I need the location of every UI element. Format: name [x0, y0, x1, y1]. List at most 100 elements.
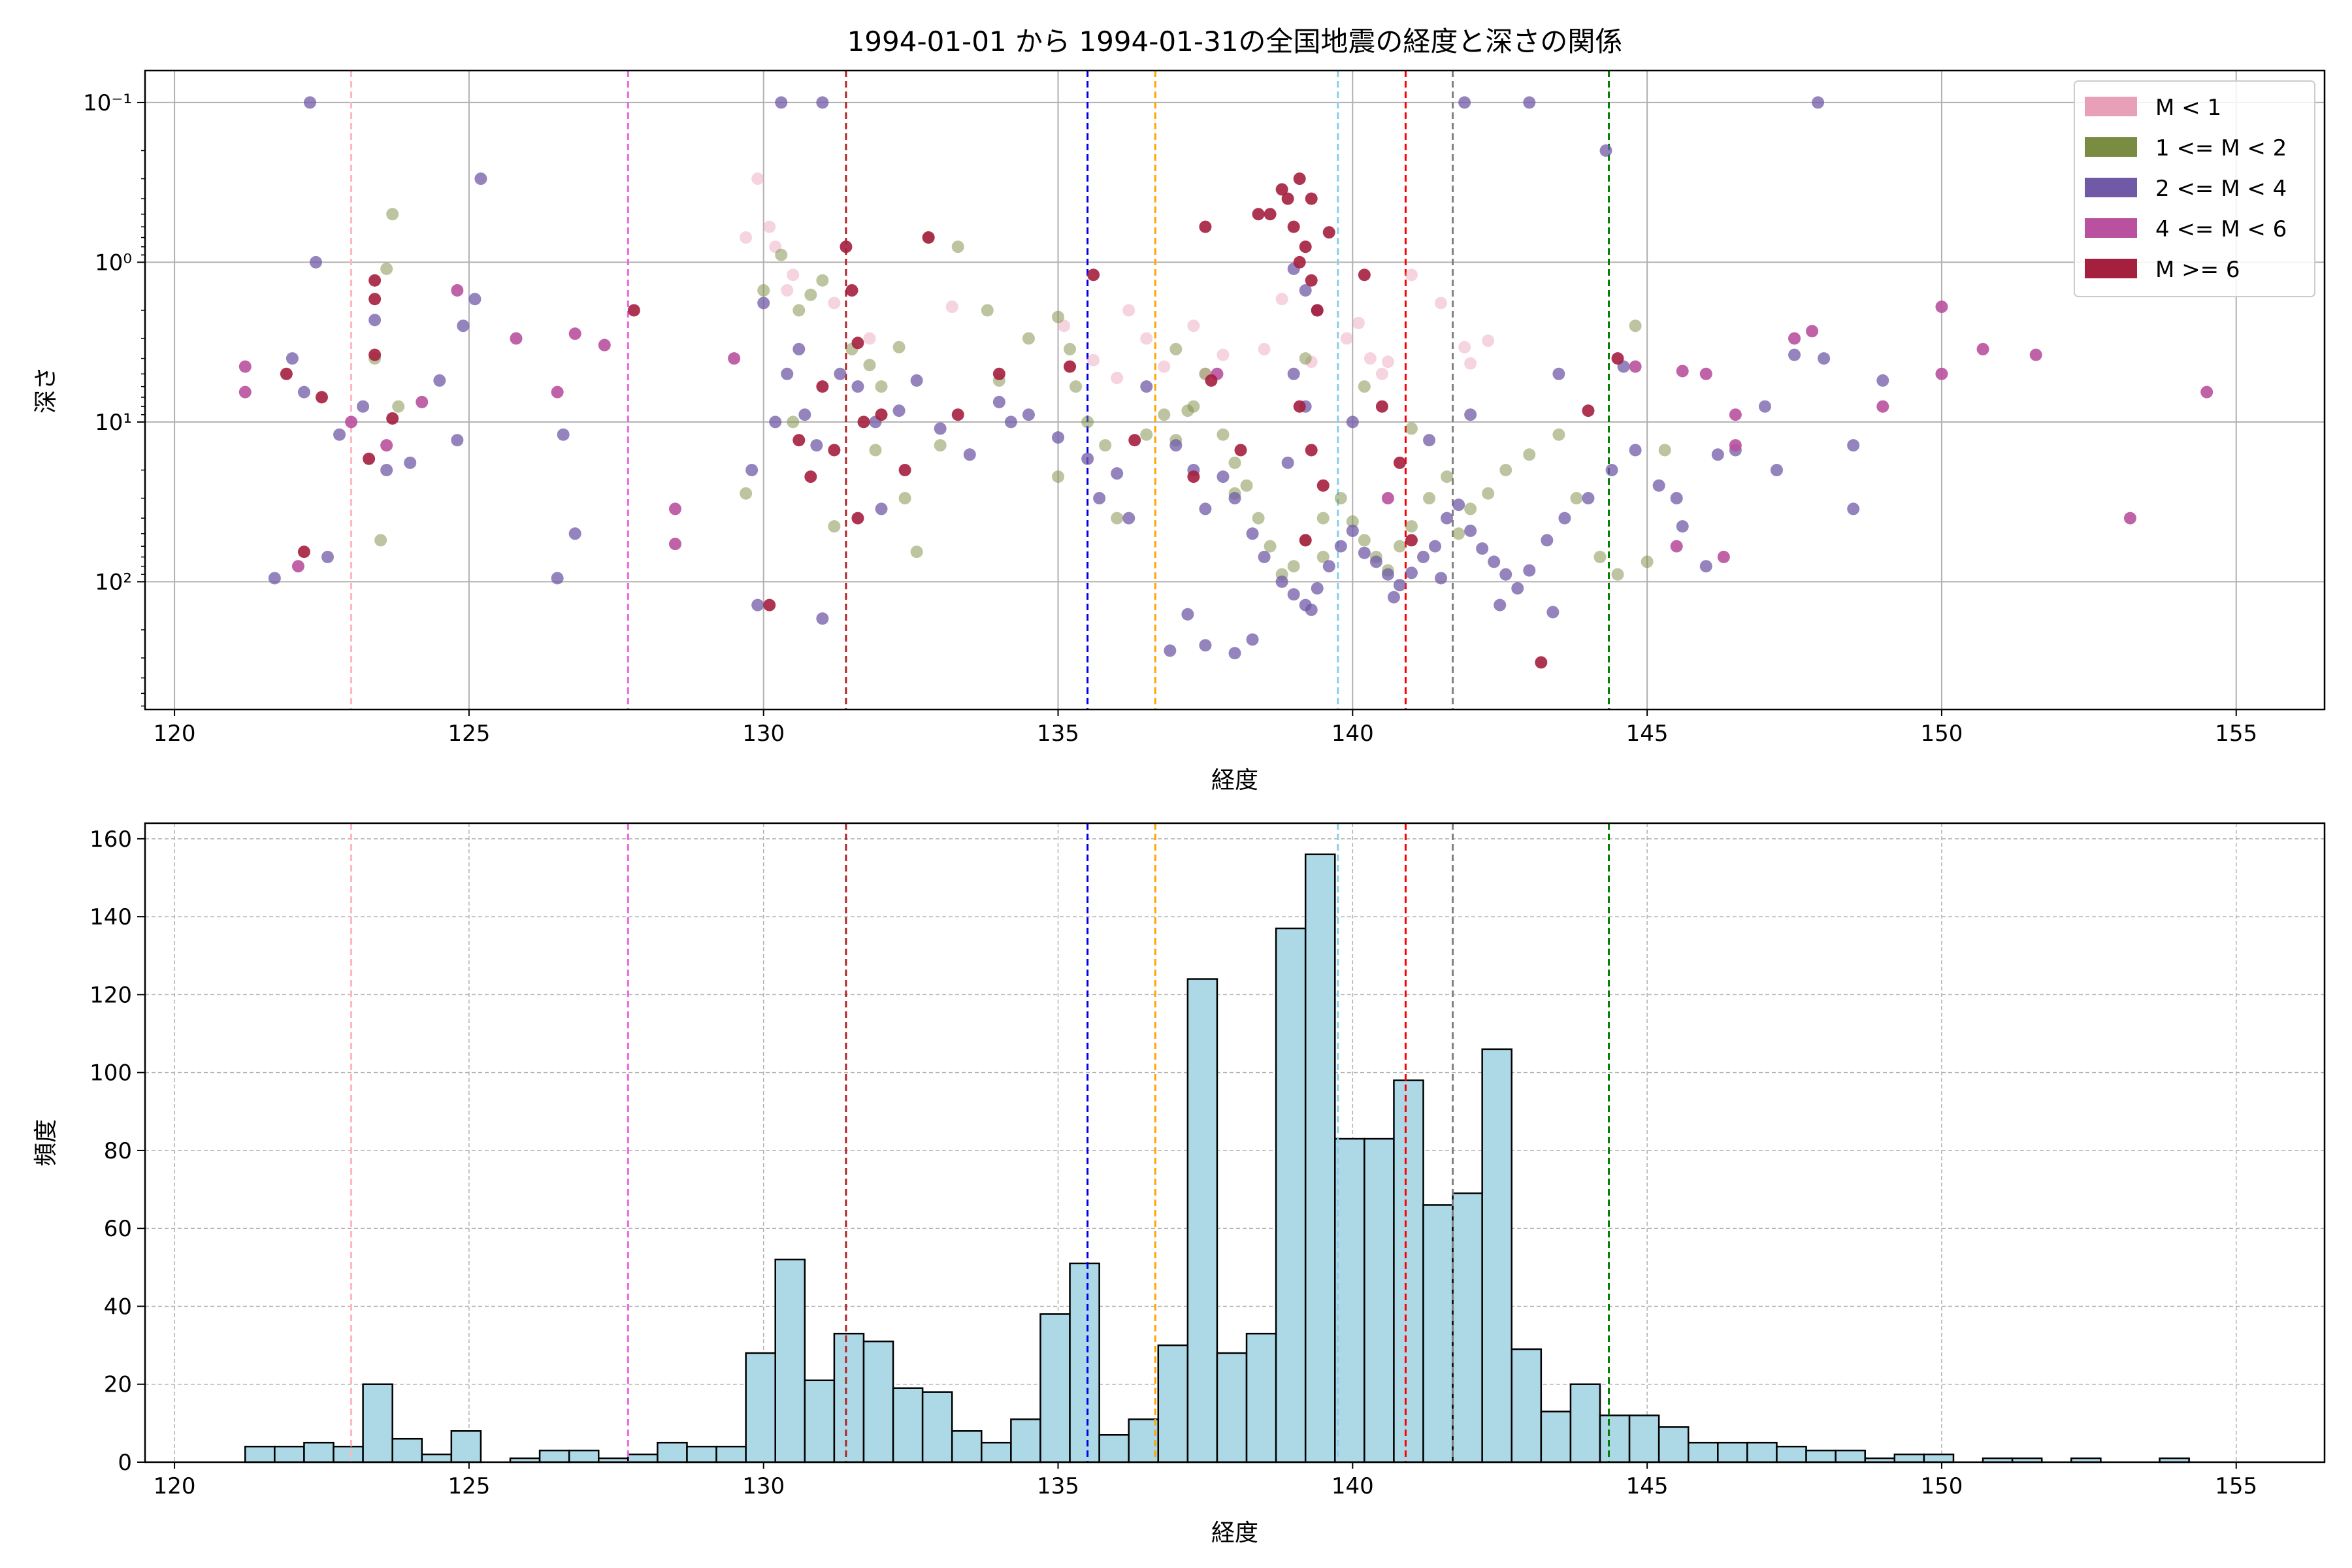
scatter-point — [892, 340, 906, 353]
scatter-point — [751, 598, 764, 612]
scatter-point — [875, 380, 888, 393]
scatter-point — [368, 293, 382, 306]
scatter-point — [1570, 492, 1583, 505]
histogram-bar — [1923, 1453, 1955, 1463]
scatter-point — [1582, 404, 1595, 417]
histogram-bar — [981, 1441, 1012, 1463]
scatter-point — [1064, 360, 1077, 373]
histogram-x-tick-label: 140 — [1331, 1473, 1374, 1499]
scatter-point — [1111, 467, 1124, 480]
scatter-point — [668, 538, 681, 551]
scatter-point — [851, 380, 864, 393]
scatter-point — [816, 96, 829, 109]
scatter-point — [898, 464, 911, 477]
scatter-point — [1369, 555, 1382, 568]
scatter-grid — [145, 71, 2325, 710]
scatter-point — [1729, 439, 1742, 452]
scatter-x-tick-label: 120 — [154, 721, 196, 747]
scatter-point — [1405, 520, 1418, 533]
scatter-point — [1582, 492, 1595, 505]
scatter-point — [1022, 332, 1035, 345]
scatter-point — [1322, 560, 1335, 573]
scatter-point — [1228, 647, 1241, 660]
scatter-point — [792, 304, 806, 317]
scatter-point — [1423, 434, 1436, 447]
histogram-bar — [1186, 978, 1218, 1463]
histogram-x-tick-label: 150 — [1920, 1473, 1963, 1499]
scatter-x-tick-label: 135 — [1037, 721, 1079, 747]
scatter-point — [1316, 479, 1330, 492]
scatter-point — [1358, 534, 1371, 547]
scatter-point — [1599, 144, 1612, 157]
scatter-point — [404, 456, 417, 469]
scatter-point — [1022, 408, 1035, 421]
scatter-point — [374, 534, 387, 547]
scatter-point — [1482, 335, 1495, 348]
scatter-point — [816, 274, 829, 287]
scatter-point — [775, 248, 788, 261]
scatter-point — [268, 572, 281, 585]
scatter-point — [1052, 431, 1065, 444]
scatter-point — [1558, 512, 1571, 525]
scatter-point — [1593, 551, 1607, 564]
scatter-point — [1611, 568, 1624, 581]
scatter-point — [1364, 352, 1377, 365]
legend-label: M >= 6 — [2155, 257, 2240, 283]
scatter-point — [238, 360, 252, 373]
scatter-point — [474, 172, 487, 186]
scatter-point — [1464, 357, 1477, 370]
histogram-bar — [1511, 1348, 1543, 1463]
scatter-point — [1375, 367, 1388, 380]
scatter-point — [1429, 540, 1442, 553]
scatter-point — [1458, 96, 1471, 109]
histogram-bar — [1599, 1414, 1631, 1463]
histogram-bar — [1275, 927, 1307, 1463]
scatter-point — [781, 367, 794, 380]
legend-label: M < 1 — [2155, 95, 2221, 121]
histogram-bar — [1039, 1313, 1071, 1463]
scatter-point — [945, 301, 958, 314]
scatter-point — [1346, 515, 1359, 528]
scatter-point — [1128, 434, 1141, 447]
scatter-point — [315, 391, 328, 404]
scatter-point — [840, 240, 853, 253]
scatter-point — [1358, 380, 1371, 393]
histogram-bar — [1098, 1434, 1130, 1463]
scatter-x-tick-label: 145 — [1626, 721, 1669, 747]
histogram-bar — [1157, 1344, 1189, 1463]
histogram-grid — [145, 823, 2325, 1463]
scatter-point — [1641, 555, 1654, 568]
scatter-point — [1275, 575, 1288, 588]
histogram-y-tick-label: 0 — [118, 1450, 132, 1476]
histogram-bar — [1304, 853, 1336, 1463]
scatter-point — [238, 385, 252, 399]
scatter-y-tick-label: 10⁻¹ — [83, 90, 132, 116]
scatter-point — [910, 374, 923, 387]
scatter-point — [1093, 492, 1106, 505]
scatter-point — [286, 352, 299, 365]
scatter-point — [1423, 492, 1436, 505]
scatter-point — [2029, 348, 2042, 361]
histogram-y-tick-label: 60 — [104, 1216, 132, 1242]
scatter-point — [1293, 172, 1306, 186]
scatter-point — [1052, 310, 1065, 323]
scatter-point — [992, 395, 1005, 408]
scatter-point — [280, 367, 293, 380]
legend-swatch — [2085, 97, 2137, 116]
histogram-bar — [1245, 1332, 1277, 1463]
scatter-point — [1458, 340, 1471, 353]
histogram-bar — [657, 1441, 688, 1463]
scatter-point — [1187, 470, 1200, 483]
scatter-point — [510, 332, 523, 345]
scatter-point — [1452, 498, 1465, 512]
scatter-point — [1240, 479, 1253, 492]
scatter-point — [303, 96, 316, 109]
scatter-point — [1169, 342, 1183, 355]
scatter-point — [1381, 355, 1394, 368]
scatter-point — [557, 428, 570, 441]
scatter-point — [1441, 512, 1454, 525]
scatter-point — [1064, 342, 1077, 355]
scatter-point — [1346, 416, 1359, 429]
scatter-point — [963, 448, 976, 461]
scatter-point — [1275, 293, 1288, 306]
